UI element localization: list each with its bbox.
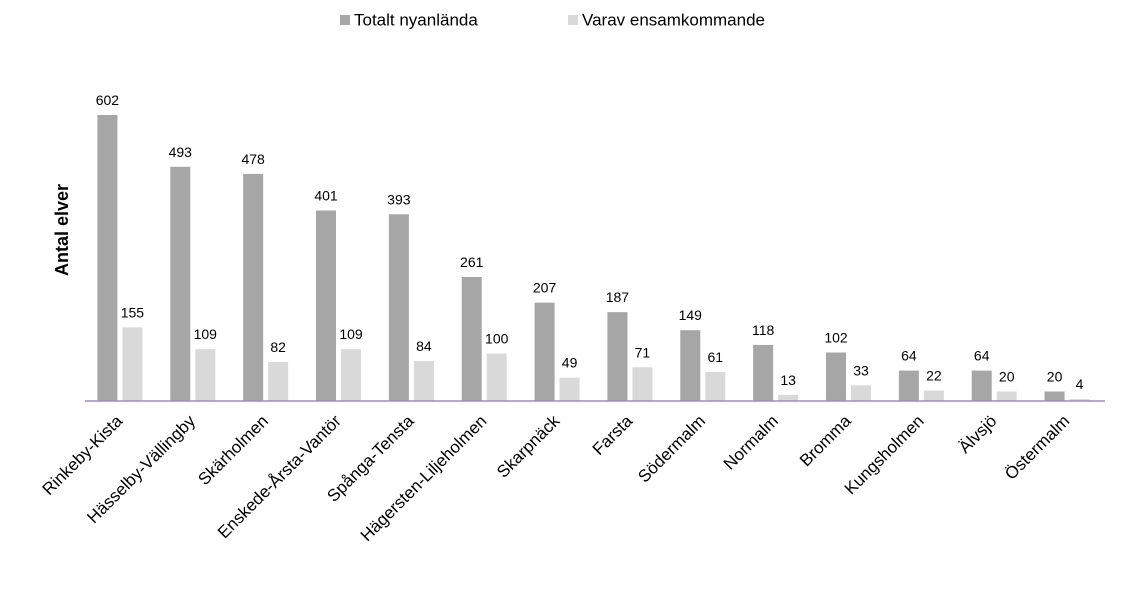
bar (996, 391, 1017, 401)
value-label: 109 (194, 326, 218, 342)
x-tick-label: Södermalm (634, 411, 709, 486)
bar (705, 372, 726, 401)
y-axis-title: Antal elver (52, 184, 72, 276)
bar (268, 362, 289, 401)
x-tick-label: Hägersten-Liljeholmen (357, 411, 491, 545)
bar (1069, 399, 1090, 401)
x-tick-label: Skärholmen (194, 411, 272, 489)
value-label: 493 (169, 144, 193, 160)
value-label: 207 (533, 280, 557, 296)
x-tick-label: Enskede-Årsta-Vantör (214, 411, 345, 542)
value-label: 100 (485, 330, 509, 346)
bar (898, 370, 919, 401)
value-label: 109 (339, 326, 363, 342)
legend-label: Varav ensamkommande (582, 10, 765, 29)
x-tick-label: Farsta (589, 411, 637, 459)
value-label: 64 (901, 348, 917, 364)
bar (851, 385, 871, 401)
bar (753, 344, 774, 401)
value-label: 20 (999, 368, 1015, 384)
bar (680, 330, 701, 401)
value-label: 478 (241, 151, 265, 167)
value-label: 71 (635, 344, 651, 360)
bar (971, 370, 992, 401)
bar (486, 353, 507, 401)
x-tick-label: Älvsjö (955, 411, 1001, 457)
value-label: 102 (824, 330, 848, 346)
legend-swatch (568, 15, 578, 25)
bar (826, 352, 846, 401)
bar (122, 327, 143, 401)
bar (195, 349, 216, 401)
x-tick-label: Östermalm (1001, 411, 1073, 483)
value-label: 149 (679, 307, 703, 323)
value-label: 20 (1047, 368, 1063, 384)
value-label: 118 (752, 322, 775, 338)
value-label: 401 (314, 187, 338, 203)
value-label: 22 (926, 368, 942, 384)
bar (243, 173, 264, 401)
value-label: 602 (96, 92, 120, 108)
bar (632, 367, 653, 401)
value-label: 82 (270, 339, 286, 355)
value-label: 13 (780, 372, 796, 388)
bar (607, 312, 628, 401)
value-label: 261 (460, 254, 484, 270)
value-label: 187 (606, 289, 630, 305)
bar (413, 361, 434, 401)
bar (316, 210, 336, 401)
bar (341, 349, 361, 401)
bar (559, 377, 580, 401)
bar (97, 115, 118, 401)
bar (170, 166, 191, 401)
value-label: 33 (853, 362, 869, 378)
bar (1044, 391, 1065, 401)
legend-label: Totalt nyanlända (354, 10, 478, 29)
bar (778, 394, 799, 401)
x-tick-label: Bromma (796, 411, 855, 470)
bar (461, 277, 482, 401)
value-label: 155 (121, 304, 145, 320)
value-label: 61 (707, 349, 723, 365)
bar (388, 214, 409, 401)
legend-swatch (340, 15, 350, 25)
x-tick-label: Normalm (720, 411, 782, 473)
value-label: 4 (1076, 376, 1084, 392)
bar (534, 302, 555, 401)
value-label: 84 (416, 338, 432, 354)
bar (923, 390, 944, 401)
x-tick-label: Skarpnäck (493, 411, 564, 482)
value-label: 393 (387, 191, 411, 207)
value-label: 49 (562, 355, 578, 371)
value-label: 64 (974, 348, 990, 364)
